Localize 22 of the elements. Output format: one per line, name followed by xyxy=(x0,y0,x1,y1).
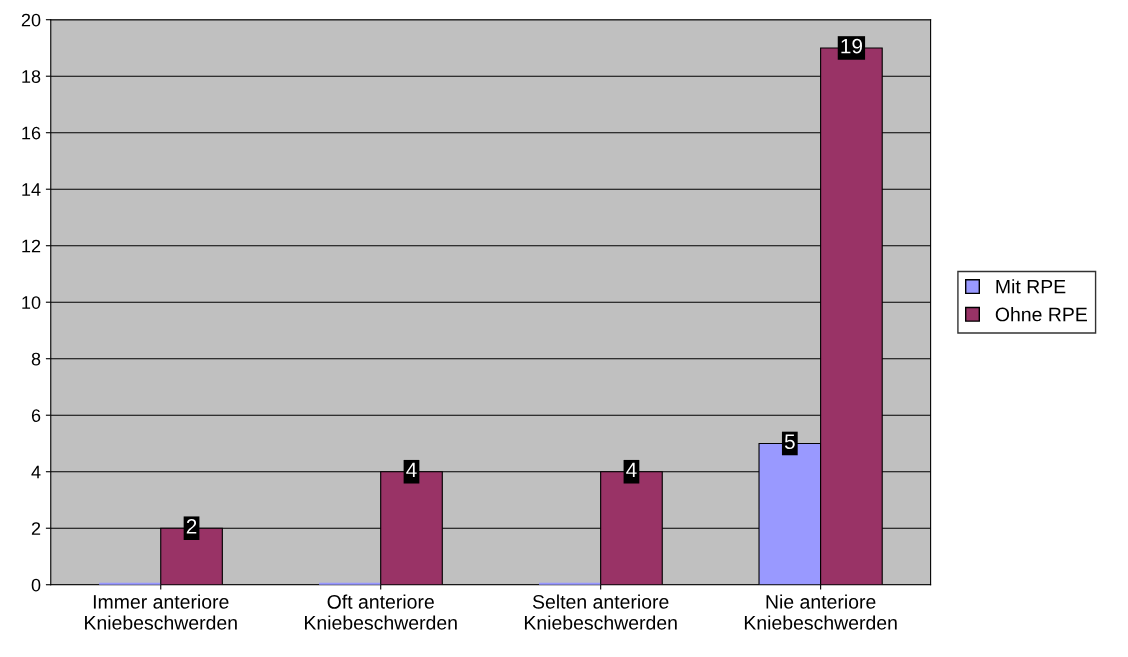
y-tick-label: 6 xyxy=(31,409,41,422)
y-tick-label: 12 xyxy=(22,239,41,253)
x-tick-label: Oft anteriore Kniebeschwerden xyxy=(305,594,457,630)
x-tick-label: Immer anteriore Kniebeschwerden xyxy=(85,594,237,630)
y-tick-label: 4 xyxy=(31,465,41,479)
x-tick-label: Nie anteriore Kniebeschwerden xyxy=(744,594,897,630)
y-tick-label: 16 xyxy=(22,126,41,140)
legend-label: Ohne RPE xyxy=(995,307,1087,322)
y-tick-label: 10 xyxy=(22,296,41,309)
x-tick-label: Selten anteriore Kniebeschwerden xyxy=(524,594,677,630)
y-tick-label: 20 xyxy=(21,13,41,27)
data-label: 2 xyxy=(186,519,197,534)
y-tick-label: 2 xyxy=(31,522,41,535)
legend-label: Mit RPE xyxy=(996,279,1066,294)
y-tick-label: 18 xyxy=(22,70,41,83)
data-label: 5 xyxy=(784,434,795,450)
data-label: 4 xyxy=(626,462,637,478)
data-label: 4 xyxy=(406,462,417,478)
y-tick-label: 14 xyxy=(22,183,41,196)
y-tick-label: 8 xyxy=(31,352,41,366)
y-tick-label: 0 xyxy=(31,578,41,592)
data-label: 19 xyxy=(841,38,863,54)
